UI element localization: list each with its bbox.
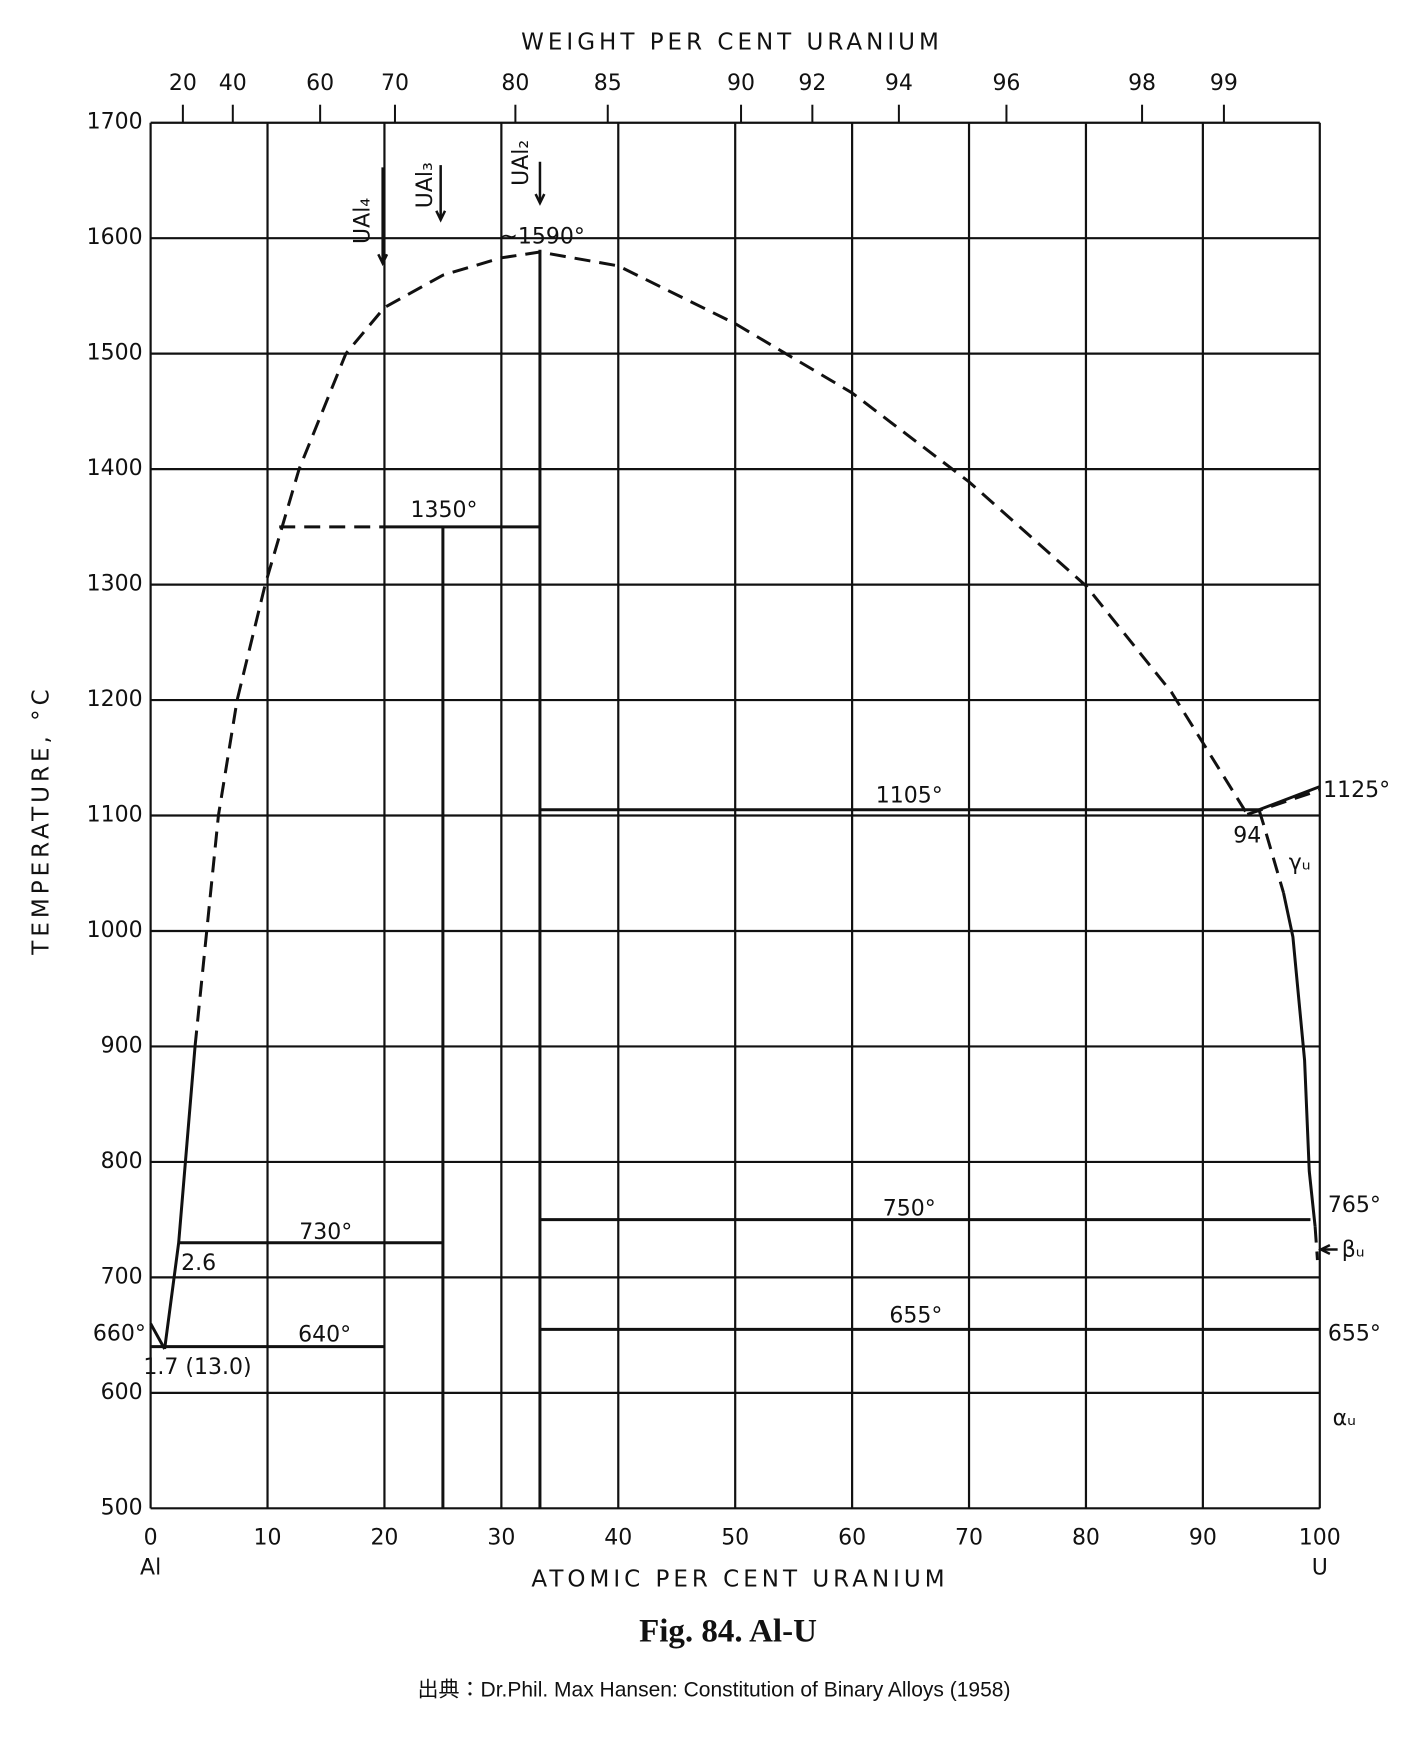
y-tick-label: 1200 xyxy=(87,687,143,712)
y-tick-label: 600 xyxy=(101,1380,143,1405)
x2-tick-label: 80 xyxy=(501,71,529,96)
annotation: 750° xyxy=(883,1196,936,1221)
annotation: 730° xyxy=(299,1220,352,1245)
dashed-boundary xyxy=(1257,809,1285,894)
annotation: ~1590° xyxy=(499,225,584,250)
phase-boundary xyxy=(1282,892,1317,1227)
x2-tick-label: 90 xyxy=(727,71,755,96)
dashed-boundary xyxy=(193,250,1249,1047)
phase-boundary xyxy=(1258,785,1321,812)
x-axis-title: ATOMIC PER CENT URANIUM xyxy=(531,1567,948,1593)
annotation: 94 xyxy=(1233,824,1261,849)
x-tick-label: 60 xyxy=(838,1525,866,1550)
x-tick-label: 0 xyxy=(144,1525,158,1550)
x-tick-label: 40 xyxy=(604,1525,632,1550)
annotation: βᵤ xyxy=(1342,1238,1365,1263)
arrow-head xyxy=(534,193,546,206)
y-tick-label: 1500 xyxy=(87,341,143,366)
x2-tick-label: 98 xyxy=(1128,71,1156,96)
y-tick-label: 1700 xyxy=(87,110,143,135)
x2-tick-label: 96 xyxy=(992,71,1020,96)
y-tick-label: 1100 xyxy=(87,803,143,828)
arrow-head xyxy=(377,253,389,267)
x2-tick-label: 99 xyxy=(1210,71,1238,96)
y-tick-label: 1400 xyxy=(87,456,143,481)
annotation: 655° xyxy=(1328,1321,1381,1346)
source-note: 出典：Dr.Phil. Max Hansen: Constitution of … xyxy=(418,1679,1011,1702)
annotation: 640° xyxy=(298,1322,351,1347)
annotation: γᵤ xyxy=(1289,850,1311,875)
annotation: 1105° xyxy=(876,784,943,809)
annotation: 660° xyxy=(93,1321,146,1346)
y-tick-label: 700 xyxy=(101,1264,143,1289)
annotation: αᵤ xyxy=(1333,1406,1356,1431)
x-end-label: Al xyxy=(140,1555,161,1580)
x-end-label: U xyxy=(1312,1555,1328,1580)
x-tick-label: 20 xyxy=(370,1525,398,1550)
y-tick-label: 1000 xyxy=(87,918,143,943)
x-tick-label: 30 xyxy=(487,1525,515,1550)
annotation: UAl₄ xyxy=(351,198,376,244)
phase-boundary xyxy=(163,1046,197,1350)
annotation: 765° xyxy=(1328,1193,1381,1218)
x2-tick-label: 92 xyxy=(798,71,826,96)
annotation: 655° xyxy=(889,1303,942,1328)
x2-tick-label: 40 xyxy=(219,71,247,96)
x2-tick-label: 70 xyxy=(381,71,409,96)
x-tick-label: 50 xyxy=(721,1525,749,1550)
x-tick-label: 90 xyxy=(1189,1525,1217,1550)
annotation: 1350° xyxy=(411,498,478,523)
x2-tick-label: 60 xyxy=(306,71,334,96)
y-tick-label: 500 xyxy=(101,1495,143,1520)
x2-tick-label: 94 xyxy=(885,71,913,96)
arrow-head xyxy=(1318,1244,1331,1255)
x2-tick-label: 85 xyxy=(594,71,622,96)
phase-boundary xyxy=(149,1322,166,1350)
annotation: UAl₃ xyxy=(413,162,438,208)
x2-tick-label: 20 xyxy=(169,71,197,96)
x2-axis-title: WEIGHT PER CENT URANIUM xyxy=(521,30,943,56)
x-tick-label: 80 xyxy=(1072,1525,1100,1550)
chart-title: Fig. 84. Al-U xyxy=(639,1614,817,1650)
x-tick-label: 70 xyxy=(955,1525,983,1550)
y-axis-title: TEMPERATURE, °C xyxy=(29,685,55,955)
dashed-boundary xyxy=(1313,1226,1319,1261)
y-tick-label: 1300 xyxy=(87,572,143,597)
x-tick-label: 10 xyxy=(254,1525,282,1550)
x-tick-label: 100 xyxy=(1299,1525,1341,1550)
annotation: 2.6 xyxy=(181,1251,216,1276)
annotation: 1125° xyxy=(1323,778,1390,803)
y-tick-label: 900 xyxy=(101,1033,143,1058)
arrow-head xyxy=(435,210,447,223)
y-tick-label: 800 xyxy=(101,1149,143,1174)
annotation: UAl₂ xyxy=(509,140,534,186)
annotation: 1.7 (13.0) xyxy=(143,1355,251,1380)
y-tick-label: 1600 xyxy=(87,225,143,250)
